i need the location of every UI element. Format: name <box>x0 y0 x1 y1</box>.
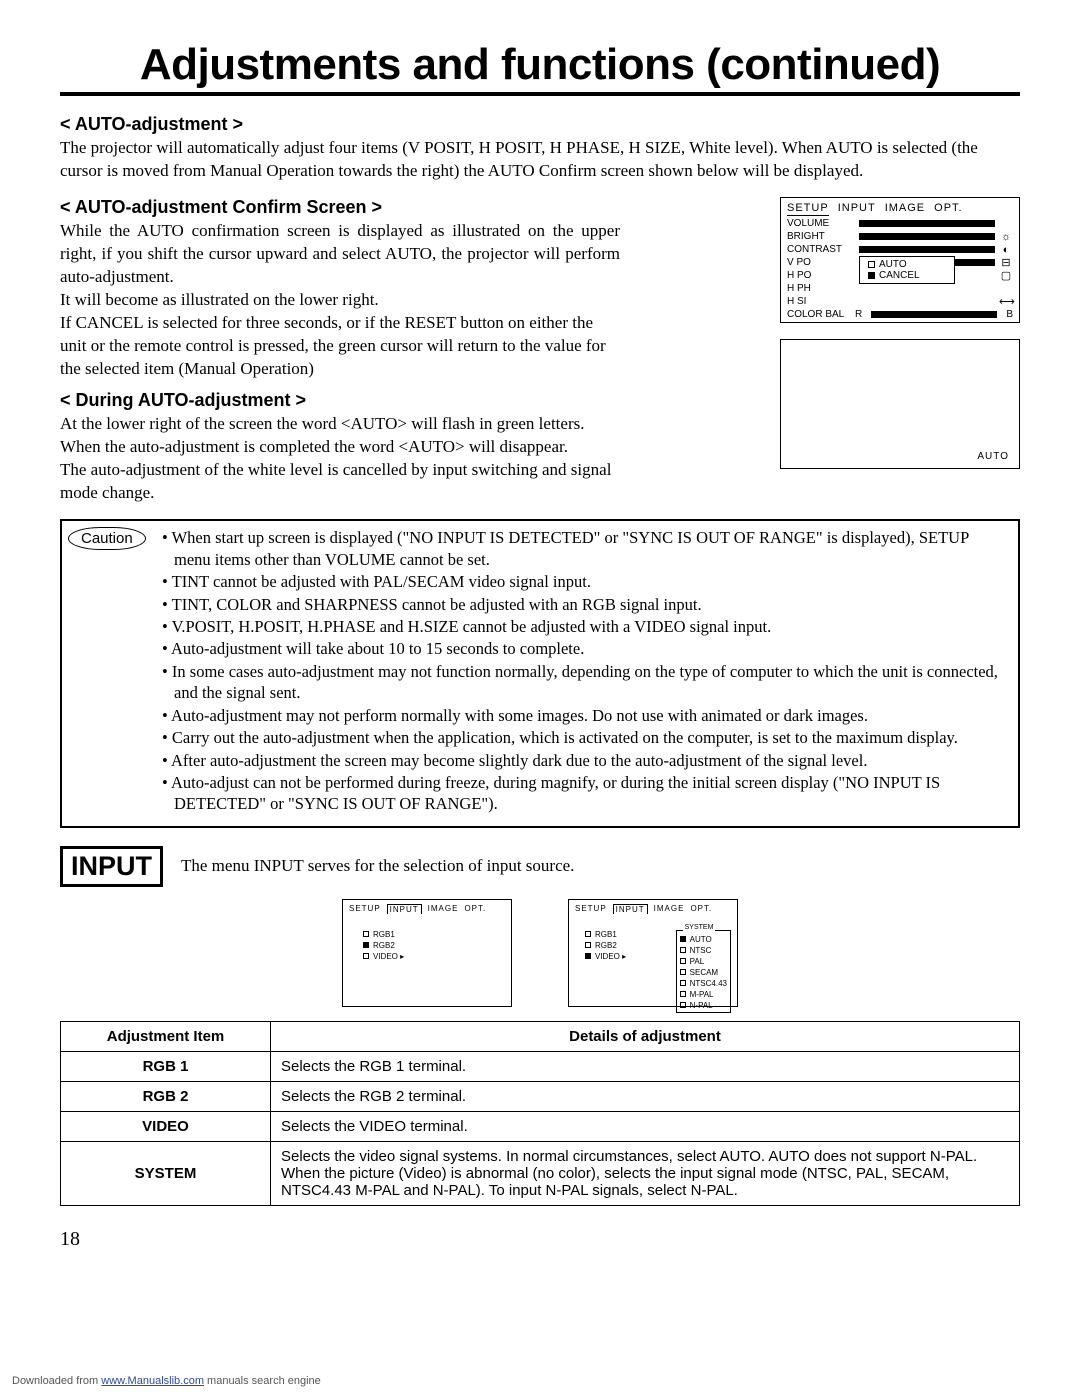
footer-post: manuals search engine <box>204 1375 321 1387</box>
auto-screen-illustration: AUTO <box>780 339 1020 469</box>
row-volume: VOLUME <box>787 218 855 229</box>
s2-p2: It will become as illustrated on the low… <box>60 289 620 312</box>
s3-head: < During AUTO-adjustment > <box>60 390 620 411</box>
caution-item: Auto-adjust can not be performed during … <box>162 772 1008 815</box>
caution-item: Auto-adjustment will take about 10 to 15… <box>162 638 1008 659</box>
mini-tab: SETUP <box>575 904 607 914</box>
row-video-item: VIDEO <box>61 1111 271 1141</box>
m1-rgb1: RGB1 <box>373 930 395 939</box>
s1-body: The projector will automatically adjust … <box>60 137 1020 183</box>
caution-item: After auto-adjustment the screen may bec… <box>162 750 1008 771</box>
mini-tab: OPT. <box>464 904 486 914</box>
input-desc: The menu INPUT serves for the selection … <box>181 856 574 876</box>
s3-p3: The auto-adjustment of the white level i… <box>60 459 620 505</box>
hpo-icon: ▢ <box>999 269 1013 282</box>
page-number: 18 <box>60 1228 1020 1251</box>
footer-pre: Downloaded from <box>12 1375 101 1387</box>
s1-head: < AUTO-adjustment > <box>60 114 1020 135</box>
sys-item: SECAM <box>690 968 718 977</box>
input-menu-2: SETUP INPUT IMAGE OPT. RGB1 RGB2 VIDEO ▸… <box>568 899 738 1007</box>
input-badge: INPUT <box>60 846 163 887</box>
section-auto-adjustment: < AUTO-adjustment > The projector will a… <box>60 114 1020 183</box>
row-system-detail: Selects the video signal systems. In nor… <box>271 1141 1020 1205</box>
caution-item: Auto-adjustment may not perform normally… <box>162 705 1008 726</box>
input-menu-illustrations: SETUP INPUT IMAGE OPT. RGB1 RGB2 VIDEO ▸… <box>60 899 1020 1007</box>
page-title: Adjustments and functions (continued) <box>60 40 1020 90</box>
s2-head: < AUTO-adjustment Confirm Screen > <box>60 197 620 218</box>
sys-item: NTSC <box>690 946 712 955</box>
row-rgb2-item: RGB 2 <box>61 1081 271 1111</box>
row-rgb1-item: RGB 1 <box>61 1051 271 1081</box>
caution-item: In some cases auto-adjustment may not fu… <box>162 661 1008 704</box>
row-hsi: H SI <box>787 296 855 307</box>
download-footer: Downloaded from www.Manualslib.com manua… <box>12 1375 321 1387</box>
caution-item: TINT, COLOR and SHARPNESS cannot be adju… <box>162 594 1008 615</box>
mini-tab: INPUT <box>387 904 422 914</box>
row-system-item: SYSTEM <box>61 1141 271 1205</box>
m2-rgb2: RGB2 <box>595 941 617 950</box>
m2-video: VIDEO ▸ <box>595 952 626 961</box>
auto-cancel-popup: AUTO CANCEL <box>859 256 955 284</box>
mini-tab: OPT. <box>690 904 712 914</box>
tab-setup: SETUP <box>787 202 829 216</box>
s3-p2: When the auto-adjustment is completed th… <box>60 436 620 459</box>
caution-badge: Caution <box>68 527 146 550</box>
mini-tab: SETUP <box>349 904 381 914</box>
sys-item: NTSC4.43 <box>690 979 727 988</box>
caution-list: When start up screen is displayed ("NO I… <box>162 527 1008 815</box>
m1-rgb2: RGB2 <box>373 941 395 950</box>
m1-video: VIDEO ▸ <box>373 952 404 961</box>
row-hph: H PH <box>787 283 855 294</box>
caution-item: Carry out the auto-adjustment when the a… <box>162 727 1008 748</box>
mini-tab: IMAGE <box>428 904 459 914</box>
m2-rgb1: RGB1 <box>595 930 617 939</box>
row-video-detail: Selects the VIDEO terminal. <box>271 1111 1020 1141</box>
row-contrast: CONTRAST <box>787 244 855 255</box>
caution-box: Caution When start up screen is displaye… <box>60 519 1020 828</box>
row-hpo: H PO <box>787 270 855 281</box>
input-menu-1: SETUP INPUT IMAGE OPT. RGB1 RGB2 VIDEO ▸ <box>342 899 512 1007</box>
row-rgb1-detail: Selects the RGB 1 terminal. <box>271 1051 1020 1081</box>
sys-item: N-PAL <box>690 1001 713 1010</box>
popup-cancel: CANCEL <box>879 270 920 281</box>
contrast-icon: ◐ <box>999 244 1013 256</box>
colorbal-b: B <box>1001 309 1013 320</box>
th-item: Adjustment Item <box>61 1021 271 1051</box>
row-colorbal: COLOR BAL <box>787 309 855 320</box>
sys-item: PAL <box>690 957 705 966</box>
row-bright: BRIGHT <box>787 231 855 242</box>
s3-p1: At the lower right of the screen the wor… <box>60 413 620 436</box>
caution-item: V.POSIT, H.POSIT, H.PHASE and H.SIZE can… <box>162 616 1008 637</box>
bright-icon: ☼ <box>999 231 1013 243</box>
caution-item: TINT cannot be adjusted with PAL/SECAM v… <box>162 571 1008 592</box>
mini-tab: IMAGE <box>654 904 685 914</box>
hsi-icon: ⟷ <box>999 295 1013 308</box>
mini-tab: INPUT <box>613 904 648 914</box>
system-title: SYSTEM <box>683 924 716 931</box>
footer-link[interactable]: www.Manualslib.com <box>101 1375 204 1387</box>
tab-opt: OPT. <box>934 202 962 216</box>
section-confirm-screen: < AUTO-adjustment Confirm Screen > While… <box>60 197 1020 505</box>
setup-menu-illustration: SETUP INPUT IMAGE OPT. VOLUME BRIGHT ☼ CO… <box>780 197 1020 323</box>
system-submenu: SYSTEM AUTO NTSC PAL SECAM NTSC4.43 M-PA… <box>676 930 731 1013</box>
tab-image: IMAGE <box>885 202 925 216</box>
sys-item: M-PAL <box>690 990 714 999</box>
vpo-icon: ⊟ <box>999 256 1013 269</box>
sys-item: AUTO <box>690 935 712 944</box>
colorbal-r: R <box>855 309 867 320</box>
s2-p3: If CANCEL is selected for three seconds,… <box>60 312 620 381</box>
auto-screen-label: AUTO <box>977 451 1009 462</box>
s2-p1: While the AUTO confirmation screen is di… <box>60 220 620 289</box>
tab-input: INPUT <box>838 202 876 216</box>
input-section-header: INPUT The menu INPUT serves for the sele… <box>60 846 1020 887</box>
caution-item: When start up screen is displayed ("NO I… <box>162 527 1008 570</box>
row-vpo: V PO <box>787 257 855 268</box>
row-rgb2-detail: Selects the RGB 2 terminal. <box>271 1081 1020 1111</box>
th-detail: Details of adjustment <box>271 1021 1020 1051</box>
adjustment-table: Adjustment Item Details of adjustment RG… <box>60 1021 1020 1206</box>
popup-auto: AUTO <box>879 259 907 270</box>
